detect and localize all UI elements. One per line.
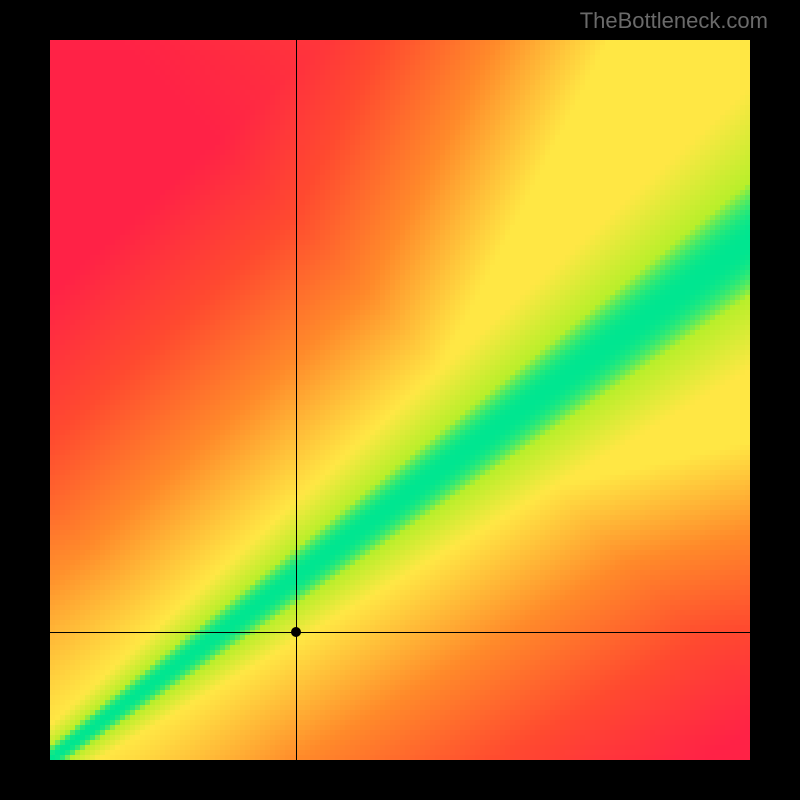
heatmap-canvas <box>50 40 750 760</box>
crosshair-vertical <box>296 40 297 760</box>
chart-container: TheBottleneck.com <box>0 0 800 800</box>
crosshair-horizontal <box>50 632 750 633</box>
plot-area <box>50 40 750 760</box>
watermark-text: TheBottleneck.com <box>580 8 768 34</box>
marker-dot <box>291 627 301 637</box>
